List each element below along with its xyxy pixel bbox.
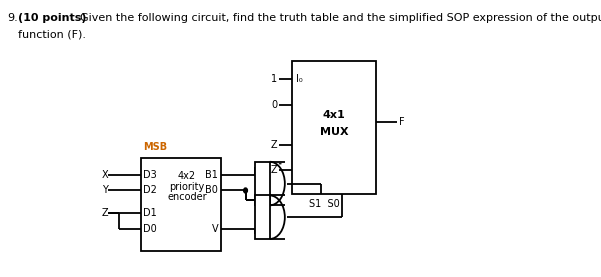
- Bar: [255, 162, 270, 205]
- Circle shape: [243, 188, 248, 193]
- Bar: [141, 158, 221, 251]
- Text: Z: Z: [270, 165, 277, 175]
- Text: 1: 1: [271, 74, 277, 84]
- Text: B0: B0: [206, 186, 218, 196]
- Text: I₀: I₀: [296, 74, 303, 84]
- Text: V: V: [212, 224, 218, 234]
- Text: Given the following circuit, find the truth table and the simplified SOP express: Given the following circuit, find the tr…: [80, 13, 601, 23]
- Text: (10 points): (10 points): [18, 13, 87, 23]
- Text: MSB: MSB: [142, 142, 167, 152]
- Text: D1: D1: [144, 208, 157, 218]
- Text: D2: D2: [144, 186, 157, 196]
- Text: Y: Y: [102, 186, 108, 196]
- Text: encoder: encoder: [167, 193, 207, 202]
- Text: 4x1: 4x1: [323, 110, 346, 120]
- Text: X: X: [102, 170, 109, 179]
- Text: D3: D3: [144, 170, 157, 179]
- Text: MUX: MUX: [320, 127, 349, 137]
- Text: Z: Z: [102, 208, 109, 218]
- Text: S1  S0: S1 S0: [309, 199, 340, 209]
- Text: 0: 0: [271, 100, 277, 110]
- Text: 4x2: 4x2: [178, 171, 196, 181]
- Bar: [255, 195, 270, 239]
- Text: Z: Z: [270, 140, 277, 150]
- Text: D0: D0: [144, 224, 157, 234]
- Text: priority: priority: [169, 181, 204, 191]
- Text: 9.: 9.: [7, 13, 18, 23]
- Text: B1: B1: [206, 170, 218, 179]
- Text: function (F).: function (F).: [18, 29, 86, 39]
- Text: F: F: [399, 117, 404, 127]
- Bar: [293, 61, 376, 194]
